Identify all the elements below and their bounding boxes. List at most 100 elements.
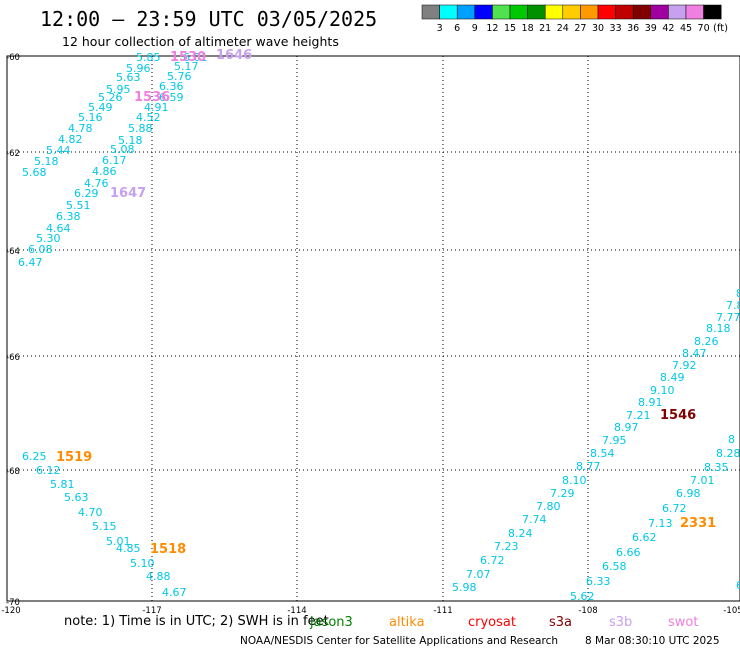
wave-height-value: 6.38 <box>56 210 81 223</box>
latitude-label: -68 <box>6 467 20 477</box>
colorbar-tick-label: 27 <box>574 23 586 34</box>
latitude-label: -64 <box>6 247 20 257</box>
wave-height-value: 5.96 <box>126 62 151 75</box>
colorbar-tick-label: 3 <box>437 23 443 34</box>
colorbar-tick-label: 21 <box>539 23 551 34</box>
wave-height-value: 5.44 <box>46 144 71 157</box>
wave-height-value: 9.10 <box>650 384 675 397</box>
wave-height-value: 6.59 <box>159 91 184 104</box>
colorbar-swatch <box>509 4 528 20</box>
colorbar-tick-label: 6 <box>454 23 460 34</box>
wave-height-value: 5.98 <box>452 581 477 594</box>
longitude-label: -111 <box>433 606 452 616</box>
wave-height-value: 7.8 <box>726 299 740 312</box>
track-label: 1536 <box>134 90 170 105</box>
footer-credit: NOAA/NESDIS Center for Satellite Applica… <box>240 635 558 647</box>
wave-height-value: 5.15 <box>92 520 117 533</box>
wave-height-value: 6.08 <box>28 243 53 256</box>
colorbar-swatch <box>597 4 616 20</box>
longitude-labels: -120 -117 -114 -111 -108 -105 <box>1 606 740 616</box>
wave-height-value: 6.12 <box>36 464 61 477</box>
wave-height-value: 5.62 <box>570 590 595 603</box>
colorbar-tick-label: 39 <box>645 23 657 34</box>
longitude-label: -114 <box>287 606 306 616</box>
colorbar-tick-label: 45 <box>680 23 692 34</box>
wave-height-value: 8.54 <box>590 447 615 460</box>
wave-height-value: 5.16 <box>78 111 103 124</box>
legend-altika: altika <box>389 615 425 630</box>
legend-s3b: s3b <box>609 615 632 630</box>
map-subtitle: 12 hour collection of altimeter wave hei… <box>62 34 339 49</box>
colorbar-tick-label: 33 <box>610 23 622 34</box>
wave-height-value: 6.47 <box>18 256 43 269</box>
latitude-labels: -60 -62 -64 -66 -68 -70 <box>6 53 20 608</box>
wave-height-value: 8.26 <box>694 335 719 348</box>
wave-height-value: 4.85 <box>116 542 141 555</box>
colorbar-tick-label: 12 <box>486 23 498 34</box>
wave-height-value: 8.77 <box>576 460 601 473</box>
footer-note: note: 1) Time is in UTC; 2) SWH is in fe… <box>64 614 329 629</box>
colorbar-tick-label: 70 <box>698 23 710 34</box>
longitude-label: -117 <box>142 606 161 616</box>
colorbar-swatch <box>544 4 564 20</box>
colorbar-tick-label: 30 <box>592 23 604 34</box>
wave-height-value: 5.68 <box>22 166 47 179</box>
wave-height-value: 5.30 <box>36 232 61 245</box>
colorbar-swatch <box>703 4 722 20</box>
wave-height-value: 8.10 <box>562 474 587 487</box>
wave-height-value: 8.97 <box>614 421 639 434</box>
wave-height-value: 7.95 <box>602 434 627 447</box>
track-label: 1647 <box>110 186 146 201</box>
wave-height-value: 4.86 <box>92 165 117 178</box>
wave-height-value: 6.62 <box>632 531 657 544</box>
wave-height-value: 6.72 <box>480 554 505 567</box>
longitude-label: -105 <box>723 606 740 616</box>
wave-height-value: 8.47 <box>682 347 707 360</box>
wave-height-value: 7.74 <box>522 513 547 526</box>
wave-height-value: 6.33 <box>586 575 611 588</box>
colorbar-swatch <box>650 4 669 20</box>
colorbar-swatch <box>685 4 704 20</box>
track-label: 1530 <box>170 50 206 65</box>
colorbar-tick-label: 42 <box>662 23 674 34</box>
colorbar-swatch <box>632 4 652 20</box>
latitude-label: -60 <box>6 53 20 63</box>
track-label: 2331 <box>680 516 716 531</box>
wave-height-value: 5.51 <box>66 199 91 212</box>
wave-height-value: 4.82 <box>58 133 83 146</box>
wave-height-value: 5.76 <box>167 70 192 83</box>
colorbar-swatch <box>615 4 634 20</box>
wave-height-value: 6.36 <box>159 80 184 93</box>
longitude-label: -108 <box>578 606 597 616</box>
track-label: 1519 <box>56 450 92 465</box>
wave-height-value: 6.98 <box>676 487 701 500</box>
latitude-label: -62 <box>6 149 20 159</box>
wave-height-value: 8.28 <box>716 447 740 460</box>
wave-height-value: 4.64 <box>46 222 71 235</box>
colorbar-tick-label: 15 <box>504 23 516 34</box>
wave-height-value: 6.58 <box>602 560 627 573</box>
wave-height-value: 4.91 <box>144 101 169 114</box>
wave-height-value: 7.13 <box>648 517 673 530</box>
wave-height-value: 8 <box>728 433 735 446</box>
legend-jason3: jason3 <box>309 615 353 630</box>
colorbar-swatch <box>562 4 581 20</box>
wave-height-value: 5.95 <box>106 83 131 96</box>
longitude-label: -120 <box>1 606 20 616</box>
wave-height-value: 5.49 <box>88 101 113 114</box>
graticule <box>7 56 740 601</box>
wave-height-value: 7.80 <box>536 500 561 513</box>
latitude-label: -70 <box>6 598 20 608</box>
wave-height-value: 5.18 <box>118 134 143 147</box>
wave-height-value: 6.25 <box>22 450 47 463</box>
colorbar-tick-label: 18 <box>522 23 534 34</box>
satellite-legend: jason3 altika cryosat s3a s3b swot <box>309 615 698 630</box>
wave-height-value: 5.63 <box>116 71 141 84</box>
wave-height-value: 4.88 <box>146 570 171 583</box>
colorbar-tick-label: 24 <box>557 23 569 34</box>
wave-height-value: 8.24 <box>508 527 533 540</box>
legend-cryosat: cryosat <box>468 615 516 630</box>
wave-height-value: 6.17 <box>102 154 127 167</box>
wave-height-value: 5.63 <box>64 491 89 504</box>
